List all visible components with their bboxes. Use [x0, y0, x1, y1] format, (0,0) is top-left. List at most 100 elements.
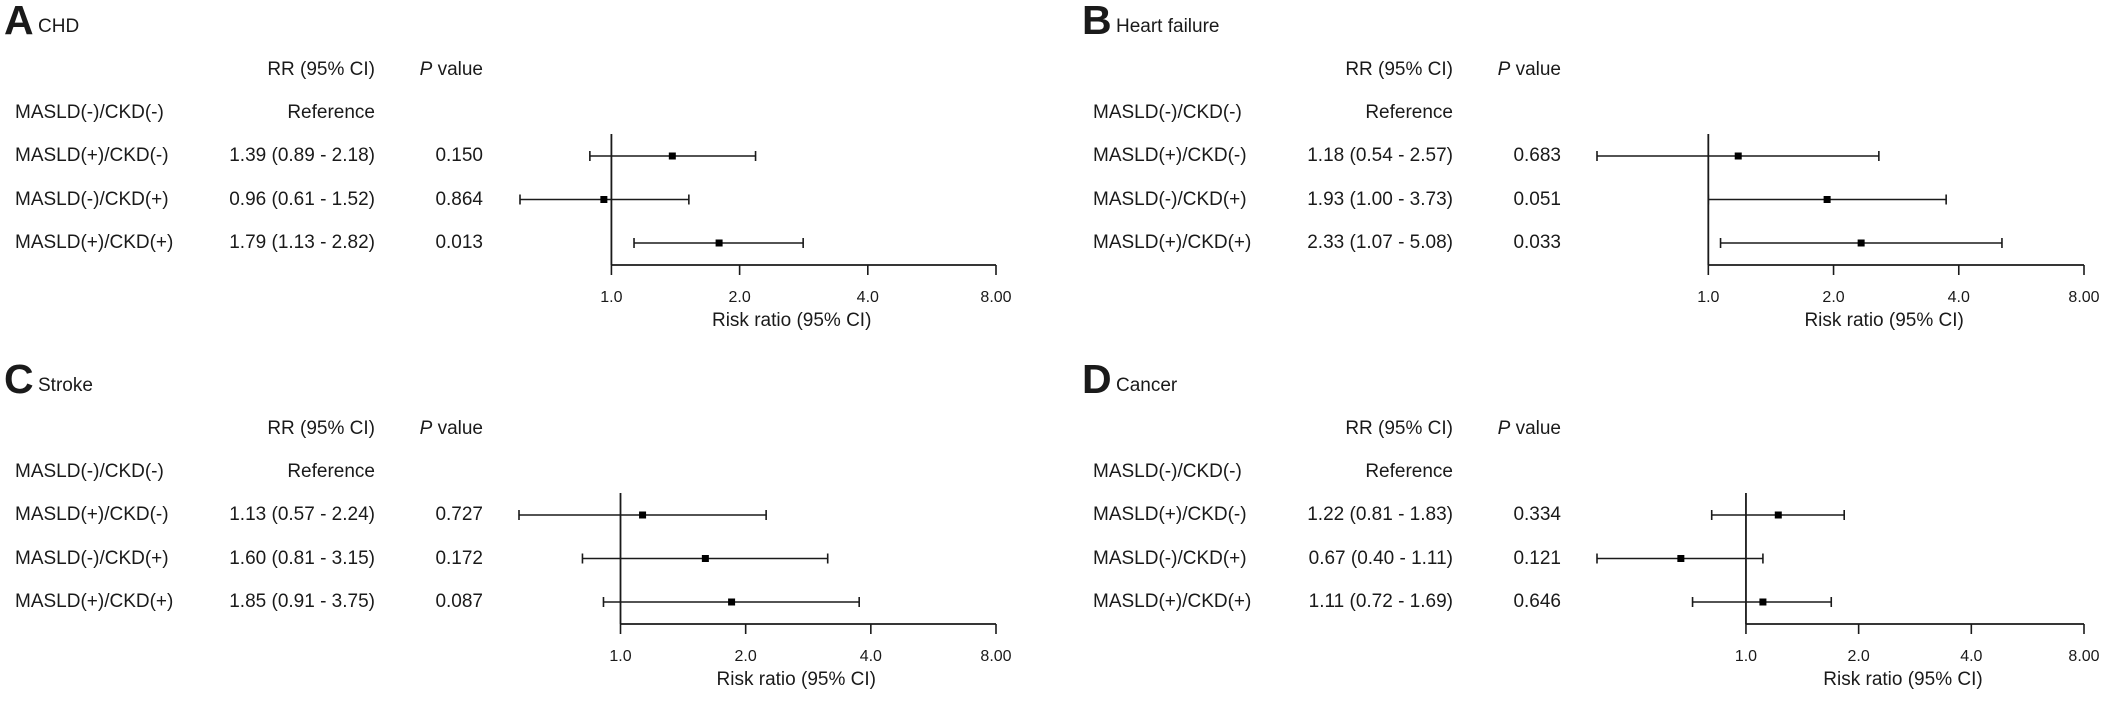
p-value: 0.683: [1513, 145, 1561, 166]
x-tick-label: 4.0: [857, 289, 879, 306]
row-label: MASLD(-)/CKD(-): [1093, 461, 1242, 482]
forest-plot: 1.0 2.0 4.0 8.00 Risk ratio (95% CI): [1596, 134, 2100, 331]
point-estimate-marker: [1759, 598, 1767, 606]
x-tick-label: 1.0: [609, 648, 631, 665]
rr-ci-value: 1.39 (0.89 - 2.18): [229, 145, 375, 166]
x-tick-label: 1.0: [1697, 289, 1719, 306]
p-value: 0.646: [1513, 591, 1561, 612]
p-value-rest: value: [1510, 59, 1561, 80]
point-estimate-marker: [701, 555, 709, 562]
p-value-column-header: P value: [1461, 418, 1561, 440]
x-axis-title: Risk ratio (95% CI): [1804, 310, 1963, 331]
x-tick-label: 2.0: [728, 289, 750, 306]
panel-a: A CHD RR (95% CI) P value MASLD(-)/CKD(-) R…: [0, 0, 1064, 345]
reference-text: Reference: [287, 461, 375, 482]
panel-letter: A: [4, 0, 34, 43]
rr-ci-value: 0.96 (0.61 - 1.52): [229, 188, 375, 210]
x-tick-label: 4.0: [1960, 648, 1982, 665]
row-label: MASLD(+)/CKD(+): [1093, 591, 1252, 612]
rr-ci-value: 0.67 (0.40 - 1.11): [1308, 547, 1453, 569]
row-label: MASLD(+)/CKD(-): [1093, 504, 1247, 525]
row-label: MASLD(+)/CKD(-): [1093, 145, 1247, 166]
point-estimate-marker: [715, 239, 723, 247]
rr-ci-value: 1.13 (0.57 - 2.24): [229, 504, 375, 525]
panel-letter: C: [4, 356, 34, 402]
row-label: MASLD(+)/CKD(+): [15, 232, 174, 253]
point-estimate-marker: [1734, 152, 1742, 160]
p-value: 0.033: [1513, 232, 1561, 253]
panel-b: B Heart failure RR (95% CI) P value MASLD(…: [1078, 0, 2128, 345]
x-tick-label: 2.0: [1822, 289, 1844, 306]
row-label: MASLD(+)/CKD(-): [15, 504, 169, 525]
p-value: 0.334: [1513, 504, 1561, 525]
reference-text: Reference: [1365, 102, 1453, 123]
rr-ci-value: 1.85 (0.91 - 3.75): [229, 591, 375, 612]
rr-ci-value: 1.60 (0.81 - 3.15): [229, 547, 375, 569]
p-italic: P: [1497, 418, 1511, 439]
x-axis-title: Risk ratio (95% CI): [717, 669, 876, 690]
x-tick-label: 1.0: [1735, 648, 1757, 665]
panel-letter: B: [1082, 0, 1112, 43]
point-estimate-marker: [1823, 196, 1831, 203]
p-value: 0.150: [435, 145, 483, 166]
point-estimate-marker: [668, 152, 676, 160]
rr-column-header: RR (95% CI): [1345, 59, 1453, 80]
p-value: 0.864: [435, 188, 483, 210]
panel-letter: D: [1082, 356, 1112, 402]
forest-plot: 1.0 2.0 4.0 8.00 Risk ratio (95% CI): [518, 493, 1012, 690]
p-value-column-header: P value: [383, 59, 483, 81]
p-value: 0.727: [435, 504, 483, 525]
p-value: 0.172: [435, 547, 483, 569]
x-axis-title: Risk ratio (95% CI): [712, 310, 871, 331]
p-value-column-header: P value: [1461, 59, 1561, 81]
row-label: MASLD(-)/CKD(+): [1093, 547, 1247, 569]
x-tick-label: 8.00: [2068, 648, 2099, 665]
x-tick-label: 8.00: [980, 648, 1011, 665]
x-tick-label: 4.0: [860, 648, 882, 665]
p-italic: P: [419, 418, 433, 439]
p-value: 0.121: [1513, 547, 1561, 569]
rr-ci-value: 1.18 (0.54 - 2.57): [1307, 145, 1453, 166]
point-estimate-marker: [600, 196, 608, 203]
rr-ci-value: 1.22 (0.81 - 1.83): [1307, 504, 1453, 525]
rr-ci-value: 1.11 (0.72 - 1.69): [1308, 591, 1453, 612]
panel-title: Heart failure: [1116, 16, 1220, 37]
row-label: MASLD(-)/CKD(+): [1093, 188, 1247, 210]
rr-column-header: RR (95% CI): [267, 418, 375, 439]
point-estimate-marker: [1857, 239, 1865, 247]
point-estimate-marker: [728, 598, 736, 606]
reference-text: Reference: [1365, 461, 1453, 482]
row-label: MASLD(-)/CKD(-): [1093, 102, 1242, 123]
x-tick-label: 8.00: [980, 289, 1011, 306]
point-estimate-marker: [1677, 555, 1685, 562]
rr-ci-value: 1.93 (1.00 - 3.73): [1307, 188, 1453, 210]
x-tick-label: 2.0: [735, 648, 757, 665]
p-value: 0.051: [1513, 188, 1561, 210]
p-italic: P: [419, 59, 433, 80]
x-tick-label: 8.00: [2068, 289, 2099, 306]
x-axis-title: Risk ratio (95% CI): [1823, 669, 1982, 690]
reference-text: Reference: [287, 102, 375, 123]
rr-ci-value: 1.79 (1.13 - 2.82): [229, 232, 375, 253]
point-estimate-marker: [639, 511, 647, 519]
panel-title: Cancer: [1116, 375, 1178, 396]
x-tick-label: 1.0: [600, 289, 622, 306]
row-label: MASLD(-)/CKD(-): [15, 461, 164, 482]
rr-ci-value: 2.33 (1.07 - 5.08): [1307, 232, 1453, 253]
panel-title: CHD: [38, 16, 80, 37]
panel-title: Stroke: [38, 375, 93, 396]
panel-c: C Stroke RR (95% CI) P value MASLD(-)/CKD(…: [0, 359, 1064, 704]
point-estimate-marker: [1774, 511, 1782, 519]
row-label: MASLD(+)/CKD(-): [15, 145, 169, 166]
row-label: MASLD(-)/CKD(+): [15, 547, 169, 569]
p-value-rest: value: [1510, 418, 1561, 439]
p-italic: P: [1497, 59, 1511, 80]
p-value: 0.087: [435, 591, 483, 612]
p-value-rest: value: [432, 59, 483, 80]
p-value-column-header: P value: [383, 418, 483, 440]
p-value-rest: value: [432, 418, 483, 439]
row-label: MASLD(-)/CKD(+): [15, 188, 169, 210]
row-label: MASLD(+)/CKD(+): [1093, 232, 1252, 253]
panel-d: D Cancer RR (95% CI) P value MASLD(-)/CKD(…: [1078, 359, 2128, 704]
x-tick-label: 4.0: [1948, 289, 1970, 306]
